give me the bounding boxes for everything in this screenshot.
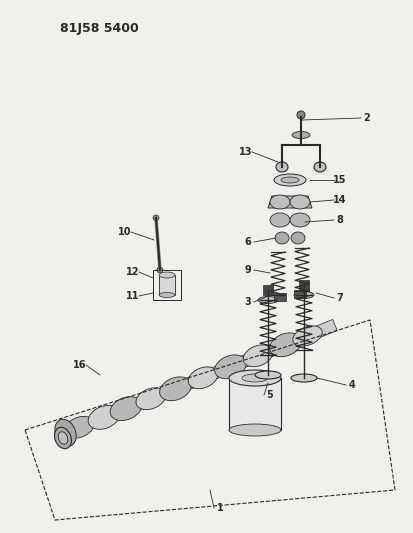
Ellipse shape — [269, 213, 289, 227]
Bar — [273, 293, 285, 301]
Text: 8: 8 — [336, 215, 343, 225]
Ellipse shape — [290, 374, 316, 382]
Ellipse shape — [55, 419, 76, 446]
Bar — [262, 285, 272, 295]
Bar — [153, 270, 180, 300]
Text: 15: 15 — [332, 175, 346, 185]
Bar — [293, 290, 305, 298]
Ellipse shape — [110, 397, 142, 421]
Ellipse shape — [273, 174, 305, 186]
Ellipse shape — [274, 232, 288, 244]
Ellipse shape — [214, 355, 246, 379]
Text: 11: 11 — [126, 291, 140, 301]
Ellipse shape — [313, 162, 325, 172]
Ellipse shape — [188, 367, 217, 389]
Text: 81J58 5400: 81J58 5400 — [60, 22, 138, 35]
Ellipse shape — [64, 416, 94, 438]
Text: 5: 5 — [266, 390, 273, 400]
Ellipse shape — [280, 177, 298, 183]
Text: 1: 1 — [216, 503, 223, 513]
Ellipse shape — [275, 162, 287, 172]
Ellipse shape — [228, 370, 280, 386]
Ellipse shape — [159, 377, 191, 401]
Bar — [228, 378, 280, 430]
Bar — [159, 275, 175, 295]
Text: 3: 3 — [244, 297, 251, 307]
Ellipse shape — [296, 111, 304, 119]
Ellipse shape — [289, 213, 309, 227]
Polygon shape — [58, 319, 337, 441]
Ellipse shape — [290, 232, 304, 244]
Text: 9: 9 — [244, 265, 251, 275]
Ellipse shape — [153, 215, 159, 221]
Text: 16: 16 — [73, 360, 87, 370]
Ellipse shape — [58, 432, 68, 445]
Text: 6: 6 — [244, 237, 251, 247]
Ellipse shape — [291, 132, 309, 139]
Ellipse shape — [254, 371, 280, 379]
Ellipse shape — [135, 388, 165, 409]
Ellipse shape — [228, 424, 280, 436]
Polygon shape — [267, 196, 311, 208]
Ellipse shape — [242, 374, 267, 382]
Text: 13: 13 — [239, 147, 252, 157]
Ellipse shape — [293, 292, 313, 298]
Ellipse shape — [292, 326, 321, 346]
Ellipse shape — [289, 195, 309, 209]
Ellipse shape — [159, 272, 175, 278]
Text: 7: 7 — [336, 293, 342, 303]
Bar — [298, 280, 308, 290]
Text: 4: 4 — [348, 380, 354, 390]
Text: 2: 2 — [363, 113, 370, 123]
Text: 12: 12 — [126, 267, 140, 277]
Ellipse shape — [88, 406, 120, 429]
Ellipse shape — [243, 345, 272, 367]
Ellipse shape — [257, 296, 277, 303]
Text: 10: 10 — [118, 227, 131, 237]
Text: 14: 14 — [332, 195, 346, 205]
Ellipse shape — [157, 267, 163, 273]
Ellipse shape — [55, 427, 71, 449]
Ellipse shape — [269, 195, 289, 209]
Ellipse shape — [269, 333, 301, 357]
Ellipse shape — [159, 293, 175, 297]
